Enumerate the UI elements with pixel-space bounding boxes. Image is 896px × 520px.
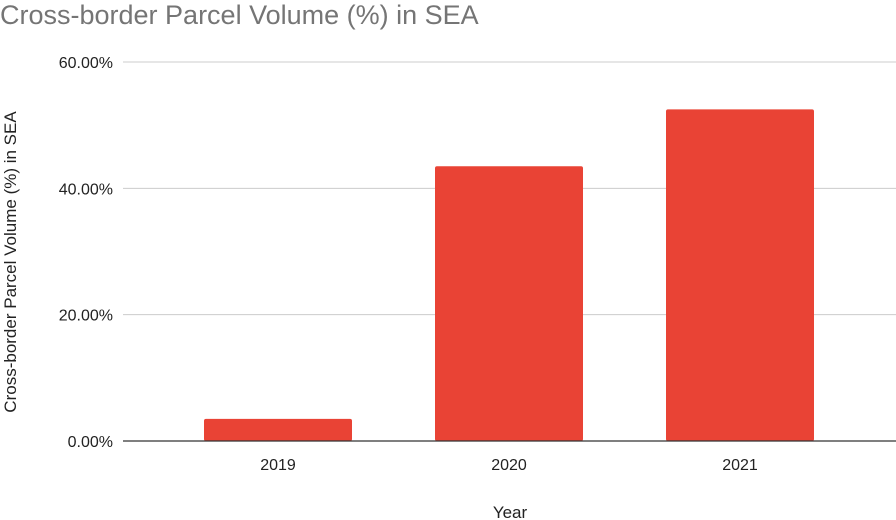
x-tick-label: 2019 xyxy=(260,457,296,474)
bar-2019 xyxy=(204,418,352,441)
y-tick-label: 60.00% xyxy=(59,55,113,72)
y-tick-label: 40.00% xyxy=(59,181,113,198)
bars xyxy=(204,109,814,441)
bar-2021 xyxy=(666,109,814,441)
y-axis-ticks: 0.00% 20.00% 40.00% 60.00% xyxy=(59,55,113,451)
x-axis-label: Year xyxy=(493,503,528,520)
bar-2020 xyxy=(435,166,583,441)
y-tick-label: 20.00% xyxy=(59,308,113,325)
x-tick-label: 2021 xyxy=(722,457,758,474)
chart-title: Cross-border Parcel Volume (%) in SEA xyxy=(0,0,479,30)
y-tick-label: 0.00% xyxy=(68,434,113,451)
x-axis-ticks: 2019 2020 2021 xyxy=(260,457,758,474)
y-axis-label: Cross-border Parcel Volume (%) in SEA xyxy=(1,111,20,413)
x-tick-label: 2020 xyxy=(491,457,527,474)
